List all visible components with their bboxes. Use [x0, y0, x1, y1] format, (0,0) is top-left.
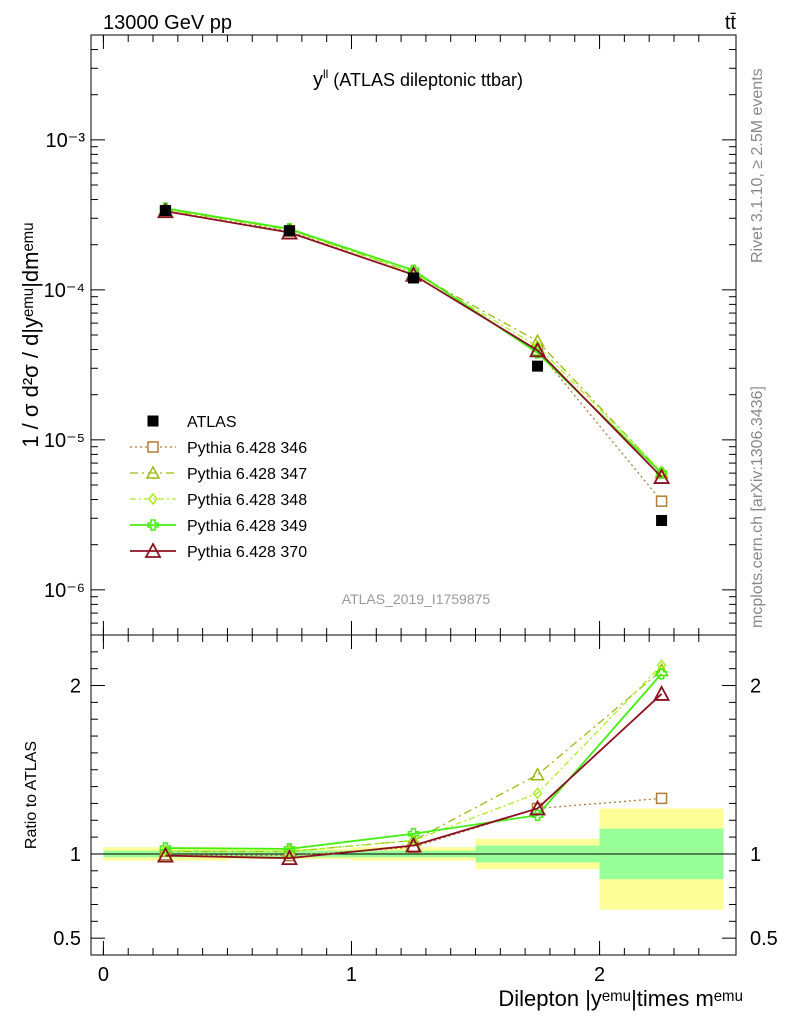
main-panel: 10⁻³ 10⁻⁴ 10⁻⁵ 10⁻⁶ yll (ATLAS dileptonic t…: [18, 34, 737, 636]
series-point: [653, 468, 671, 484]
ratio-series-point: [156, 846, 174, 863]
series-line: [165, 208, 663, 474]
ratio-series-point: [283, 843, 296, 855]
data-point: [159, 205, 171, 217]
main-y-tick-label: 10⁻⁶: [44, 580, 85, 602]
ratio-series-line: [165, 669, 662, 853]
ratio-series-point: [654, 662, 669, 677]
x-axis-label: Dilepton |yᵉᵐᵘ|times mᵉᵐᵘ: [498, 986, 743, 1011]
ratio-series-point: [407, 827, 420, 840]
ratio-series-point: [531, 809, 544, 821]
ratio-frame: [90, 634, 737, 956]
ratio-y-label: Ratio to ATLAS: [23, 741, 40, 849]
ratio-y-tick-label: 1: [750, 844, 761, 866]
legend-label: Pythia 6.428 370: [187, 544, 307, 561]
legend-marker: [147, 415, 159, 427]
main-y-label: 1 / σ d²σ / d|yᵉᵐᵘ|dmᵉᵐᵘ: [18, 222, 43, 447]
ratio-x-tick-label: 2: [594, 964, 605, 986]
ratio-series-point: [530, 767, 545, 781]
ratio-series-point: [159, 842, 172, 854]
ratio-series-point: [653, 685, 671, 701]
legend: ATLAS Pythia 6.428 346 Pythia 6.428 347 Pyt…: [130, 414, 307, 561]
ratio-series-line: [165, 693, 663, 860]
ratio-y-tick-label: 2: [70, 676, 81, 698]
ratio-series-point: [656, 659, 667, 672]
main-y-tick-label: 10⁻⁴: [44, 280, 85, 302]
legend-label: Pythia 6.428 347: [187, 466, 307, 483]
legend-label: Pythia 6.428 346: [187, 440, 307, 457]
legend-label: Pythia 6.428 349: [187, 518, 307, 535]
ratio-series-point: [529, 799, 547, 816]
ratio-series-point: [404, 836, 423, 853]
legend-marker: [145, 465, 161, 479]
ratio-series-point: [655, 792, 668, 805]
header-right: tt̄: [725, 12, 737, 34]
mcplots-label: mcplots.cern.ch [arXiv:1306.3436]: [749, 386, 766, 628]
ratio-y-tick-label: 0.5: [750, 928, 778, 950]
legend-marker: [148, 492, 158, 506]
ratio-series-line: [165, 664, 663, 853]
series-point: [655, 495, 668, 507]
series-point: [529, 341, 547, 358]
ratio-y-tick-label: 1: [70, 844, 81, 866]
series-line: [165, 208, 663, 472]
header-left: 13000 GeV pp: [103, 12, 232, 34]
rivet-label: Rivet 3.1.10, ≥ 2.5M events: [749, 68, 766, 263]
ratio-y-tick-label: 2: [750, 676, 761, 698]
watermark: ATLAS_2019_I1759875: [342, 591, 491, 607]
series-line: [165, 210, 663, 478]
main-y-tick-label: 10⁻³: [46, 130, 86, 152]
series-line: [165, 210, 663, 502]
ratio-series-point: [655, 667, 668, 680]
legend-label: Pythia 6.428 348: [187, 492, 307, 509]
data-point: [656, 514, 668, 526]
legend-marker: [147, 441, 159, 453]
ratio-y-tick-label: 0.5: [53, 928, 81, 950]
series-line: [165, 207, 663, 474]
ratio-series-point: [280, 849, 298, 866]
ratio-series-line: [165, 673, 663, 850]
main-y-tick-label: 10⁻⁵: [44, 430, 85, 452]
legend-label: ATLAS: [187, 414, 237, 431]
ratio-x-tick-label: 0: [98, 964, 109, 986]
legend-marker: [144, 542, 162, 558]
data-point: [283, 225, 295, 237]
legend-marker: [147, 519, 159, 531]
data-point: [532, 360, 544, 372]
ratio-series-point: [532, 787, 543, 800]
main-title: yll (ATLAS dileptonic ttbar): [313, 67, 523, 91]
data-point: [408, 272, 419, 284]
ratio-panel: 2 2 1 1 0.5 0.5 0 1 2 Ratio to ATLAS Dilepton |y…: [23, 634, 778, 1011]
ratio-x-tick-label: 1: [346, 964, 357, 986]
